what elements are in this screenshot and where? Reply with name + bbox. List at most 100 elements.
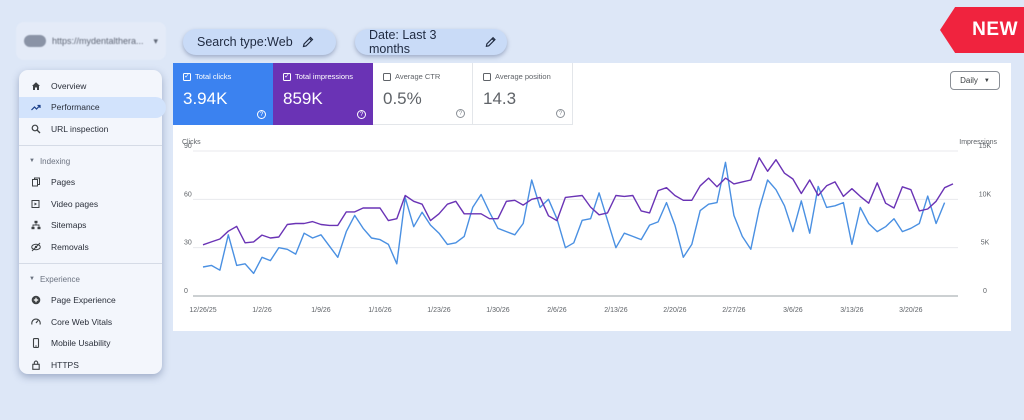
metric-card-total-clicks[interactable]: ✓ Total clicks 3.94K ?: [173, 63, 273, 125]
sidebar-item-url-inspection[interactable]: URL inspection: [19, 118, 162, 140]
help-icon[interactable]: ?: [257, 110, 266, 119]
metric-label: Average position: [495, 72, 551, 81]
performance-panel: ✓ Total clicks 3.94K ? ✓ Total impressions…: [173, 63, 1011, 331]
metric-value: 14.3: [483, 89, 517, 108]
help-icon[interactable]: ?: [556, 109, 565, 118]
sidebar-item-label: Page Experience: [51, 295, 116, 306]
search-type-filter-chip[interactable]: Search type:Web: [183, 29, 336, 55]
sidebar-item-pages[interactable]: Pages: [19, 172, 162, 194]
section-title: Indexing: [39, 156, 71, 166]
sidebar-item-label: Performance: [51, 102, 100, 113]
property-selector[interactable]: https://mydentalthera... ▾: [16, 22, 166, 60]
sidebar-divider: [19, 262, 162, 264]
right-tick-label: 0: [983, 288, 987, 295]
metric-value: 0.5%: [383, 89, 422, 108]
sidebar-item-label: Overview: [51, 80, 87, 91]
page-experience-icon: [31, 295, 41, 305]
property-favicon-icon: [24, 35, 46, 47]
sidebar-item-removals[interactable]: Removals: [19, 236, 162, 258]
sidebar-item-overview[interactable]: Overview: [19, 75, 162, 97]
x-tick-label: 3/6/26: [783, 307, 803, 314]
sidebar-item-label: HTTPS: [51, 359, 79, 370]
mobile-icon: [32, 338, 40, 349]
right-tick-label: 10K: [979, 191, 992, 198]
metric-card-total-impressions[interactable]: ✓ Total impressions 859K ?: [273, 63, 373, 125]
date-range-label: Date: Last 3 months: [369, 28, 437, 56]
x-tick-label: 2/6/26: [547, 307, 567, 314]
collapse-triangle-icon: ▼: [29, 158, 35, 164]
sidebar-item-video-pages[interactable]: Video pages: [19, 193, 162, 215]
sidebar-section-experience[interactable]: ▼ Experience: [19, 269, 162, 290]
granularity-dropdown[interactable]: Daily ▼: [950, 71, 1000, 90]
date-filter-chip[interactable]: Date: Last 3 months: [355, 28, 507, 56]
left-tick-label: 0: [184, 288, 188, 295]
checkbox-unchecked-icon[interactable]: [483, 72, 491, 81]
help-icon[interactable]: ?: [357, 110, 366, 119]
x-tick-label: 1/30/26: [486, 307, 509, 314]
home-icon: [32, 81, 40, 90]
trending-up-icon: [31, 105, 41, 111]
removals-icon: [31, 242, 41, 252]
sidebar-item-label: Video pages: [51, 198, 99, 209]
left-tick-label: 90: [184, 143, 192, 150]
pencil-icon: [302, 36, 314, 48]
checkbox-checked-icon[interactable]: ✓: [183, 72, 191, 81]
pencil-icon: [485, 36, 496, 48]
x-tick-label: 12/26/25: [189, 307, 216, 314]
sidebar-item-label: Mobile Usability: [51, 338, 111, 349]
right-tick-label: 5K: [981, 240, 990, 247]
sidebar-item-label: Removals: [51, 241, 89, 252]
search-type-label: Search type:Web: [197, 35, 293, 49]
sidebar-item-label: Core Web Vitals: [51, 316, 113, 327]
checkbox-checked-icon[interactable]: ✓: [283, 72, 291, 81]
left-tick-label: 30: [184, 240, 192, 247]
metric-card-average-position[interactable]: Average position 14.3 ?: [473, 63, 573, 125]
x-tick-label: 3/13/26: [840, 307, 863, 314]
sidebar-divider: [19, 144, 162, 146]
sidebar: Overview Performance URL inspection ▼ In…: [19, 70, 166, 376]
performance-chart: Clicks Impressions 0 30 60 90 0 5K 10K 15K 12/26/2…: [182, 139, 998, 314]
right-axis-label: Impressions: [959, 139, 997, 146]
x-tick-label: 1/2/26: [252, 307, 272, 314]
metric-label: Average CTR: [395, 72, 441, 81]
video-pages-icon: [31, 199, 40, 208]
speedometer-icon: [31, 318, 41, 325]
pages-icon: [32, 177, 40, 187]
property-url: https://mydentalthera...: [52, 36, 144, 46]
sidebar-item-sitemaps[interactable]: Sitemaps: [19, 215, 162, 237]
search-icon: [31, 124, 41, 134]
sidebar-item-core-web-vitals[interactable]: Core Web Vitals: [19, 311, 162, 333]
x-tick-label: 2/13/26: [604, 307, 627, 314]
help-icon[interactable]: ?: [456, 109, 465, 118]
new-badge: NEW: [940, 7, 1024, 53]
sitemaps-icon: [31, 221, 41, 230]
impressions-series-line: [202, 157, 954, 246]
left-axis-label: Clicks: [182, 139, 201, 146]
sidebar-item-performance[interactable]: Performance: [19, 96, 166, 118]
sidebar-item-label: Pages: [51, 177, 76, 188]
metric-card-average-ctr[interactable]: Average CTR 0.5% ?: [373, 63, 473, 125]
left-tick-label: 60: [184, 191, 192, 198]
right-tick-label: 15K: [979, 143, 992, 150]
granularity-value: Daily: [960, 76, 978, 85]
x-tick-label: 1/9/26: [311, 307, 331, 314]
caret-down-icon: ▼: [983, 77, 990, 84]
x-tick-label: 2/20/26: [663, 307, 686, 314]
metric-label: Total impressions: [295, 72, 353, 81]
metric-value: 3.94K: [183, 89, 228, 108]
x-tick-label: 1/23/26: [427, 307, 450, 314]
section-title: Experience: [39, 274, 80, 284]
checkbox-unchecked-icon[interactable]: [383, 72, 391, 81]
x-tick-label: 3/20/26: [899, 307, 922, 314]
sidebar-item-label: URL inspection: [51, 123, 109, 134]
new-badge-label: NEW: [972, 19, 1018, 40]
sidebar-item-label: Sitemaps: [51, 220, 87, 231]
collapse-triangle-icon: ▼: [29, 276, 35, 282]
sidebar-item-page-experience[interactable]: Page Experience: [19, 290, 162, 312]
metric-label: Total clicks: [195, 72, 232, 81]
sidebar-item-mobile-usability[interactable]: Mobile Usability: [19, 333, 162, 355]
chevron-down-icon: ▾: [153, 35, 158, 46]
sidebar-section-indexing[interactable]: ▼ Indexing: [19, 151, 162, 172]
sidebar-item-https[interactable]: HTTPS: [19, 354, 162, 376]
x-tick-label: 2/27/26: [722, 307, 745, 314]
